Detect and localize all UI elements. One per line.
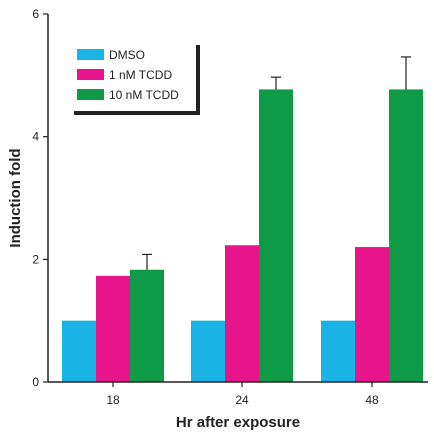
x-tick-label: 18 <box>106 393 120 407</box>
legend-swatch <box>77 49 104 60</box>
y-tick-label: 4 <box>32 130 39 144</box>
bar-dmso-24 <box>191 321 225 382</box>
y-axis-title: Induction fold <box>7 148 24 247</box>
x-axis-title: Hr after exposure <box>176 414 300 431</box>
legend-swatch <box>77 69 104 80</box>
bar-1-nm-tcdd-24 <box>225 245 259 382</box>
bar-1-nm-tcdd-48 <box>355 247 389 382</box>
y-tick-label: 0 <box>32 375 39 389</box>
y-tick-label: 2 <box>32 252 39 266</box>
bar-dmso-18 <box>62 321 96 382</box>
legend-label: DMSO <box>109 48 145 62</box>
bar-dmso-48 <box>321 321 355 382</box>
legend-label: 1 nM TCDD <box>109 68 172 82</box>
x-tick-label: 48 <box>365 393 379 407</box>
legend-label: 10 nM TCDD <box>109 88 179 102</box>
x-tick-label: 24 <box>235 393 249 407</box>
y-tick-label: 6 <box>32 7 39 21</box>
bar-10-nm-tcdd-18 <box>130 270 164 382</box>
bar-10-nm-tcdd-24 <box>259 89 293 382</box>
legend-swatch <box>77 89 104 100</box>
bar-10-nm-tcdd-48 <box>389 89 423 382</box>
bar-1-nm-tcdd-18 <box>96 276 130 382</box>
